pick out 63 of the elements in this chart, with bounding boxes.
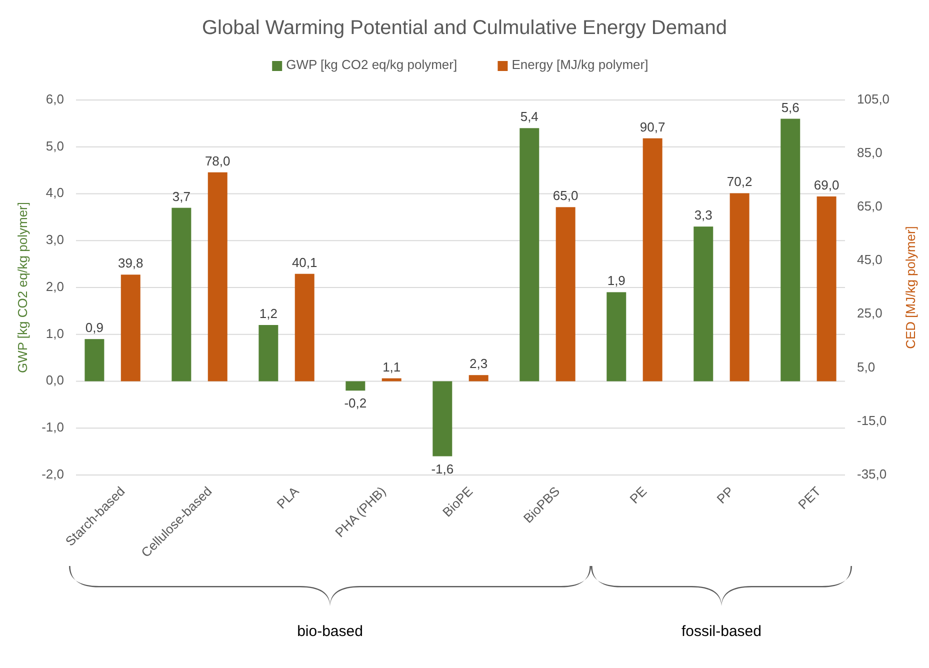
bar — [642, 138, 662, 382]
y-tick-label: 4,0 — [46, 185, 64, 200]
bar — [520, 128, 540, 382]
y2-tick-label: 45,0 — [857, 252, 882, 268]
data-label: 3,7 — [172, 188, 190, 204]
y-tick-label: 3,0 — [46, 232, 64, 248]
y-tick-label: -2,0 — [42, 466, 64, 482]
data-label: 1,9 — [607, 273, 626, 288]
data-label: 1,1 — [382, 359, 401, 374]
bar — [120, 274, 140, 382]
chart-title: Global Warming Potential and Culmulative Energy Demand — [202, 17, 728, 39]
data-label: 69,0 — [814, 177, 840, 192]
legend-label: Energy [MJ/kg polymer] — [512, 57, 648, 72]
x-tick-label: PLA — [273, 483, 302, 512]
bar — [294, 274, 314, 382]
data-label: 2,3 — [470, 356, 488, 372]
data-label: 5,4 — [520, 109, 538, 124]
y2-tick-label: 105,0 — [857, 91, 890, 106]
data-label: 90,7 — [640, 119, 666, 134]
y-tick-label: 5,0 — [46, 138, 64, 154]
text: bio-based — [297, 622, 363, 640]
bar — [556, 207, 576, 382]
bar — [208, 172, 228, 382]
x-tick-label: PP — [714, 483, 736, 506]
data-label: 39,8 — [118, 256, 144, 271]
bar — [468, 375, 488, 382]
data-label: -1,6 — [431, 461, 454, 476]
data-label: 5,6 — [781, 100, 800, 115]
bar — [172, 208, 192, 382]
data-label: 3,3 — [694, 208, 712, 223]
x-tick-label: PE — [626, 483, 650, 506]
data-label: 78,0 — [204, 153, 230, 168]
data-label: 65,0 — [552, 188, 578, 204]
y-tick-label: -1,0 — [42, 420, 64, 435]
bar — [346, 381, 366, 391]
y2-tick-label: 85,0 — [857, 145, 882, 160]
text: fossil-based — [681, 622, 762, 640]
bar — [694, 226, 714, 382]
y-tick-label: 0,0 — [46, 372, 64, 388]
data-label: -0,2 — [344, 396, 367, 411]
bar — [382, 378, 402, 382]
y2-tick-label: -15,0 — [857, 412, 887, 428]
y-tick-label: 6,0 — [46, 91, 64, 106]
data-label: 40,1 — [292, 254, 318, 270]
bar — [730, 193, 750, 382]
bar — [258, 325, 278, 382]
y2-tick-label: 65,0 — [857, 198, 882, 214]
y2-tick-label: 5,0 — [857, 359, 876, 374]
y-axis-title: GWP [kg CO2 eq/kg polymer] — [15, 202, 30, 373]
y2-axis-title: CED [MJ/kg polymer] — [903, 226, 918, 349]
y2-tick-label: -35,0 — [857, 466, 887, 482]
legend-label: GWP [kg CO2 eq/kg polymer] — [286, 57, 458, 72]
y2-tick-label: 25,0 — [857, 306, 882, 321]
data-label: 1,2 — [259, 306, 278, 321]
bar — [432, 381, 452, 456]
data-label: 0,9 — [85, 320, 104, 336]
bar — [84, 339, 104, 382]
bar — [816, 196, 836, 382]
y-tick-label: 1,0 — [46, 326, 64, 341]
y-tick-label: 2,0 — [46, 278, 64, 294]
data-label: 70,2 — [726, 174, 752, 190]
bar — [780, 118, 800, 382]
bar — [606, 292, 626, 382]
